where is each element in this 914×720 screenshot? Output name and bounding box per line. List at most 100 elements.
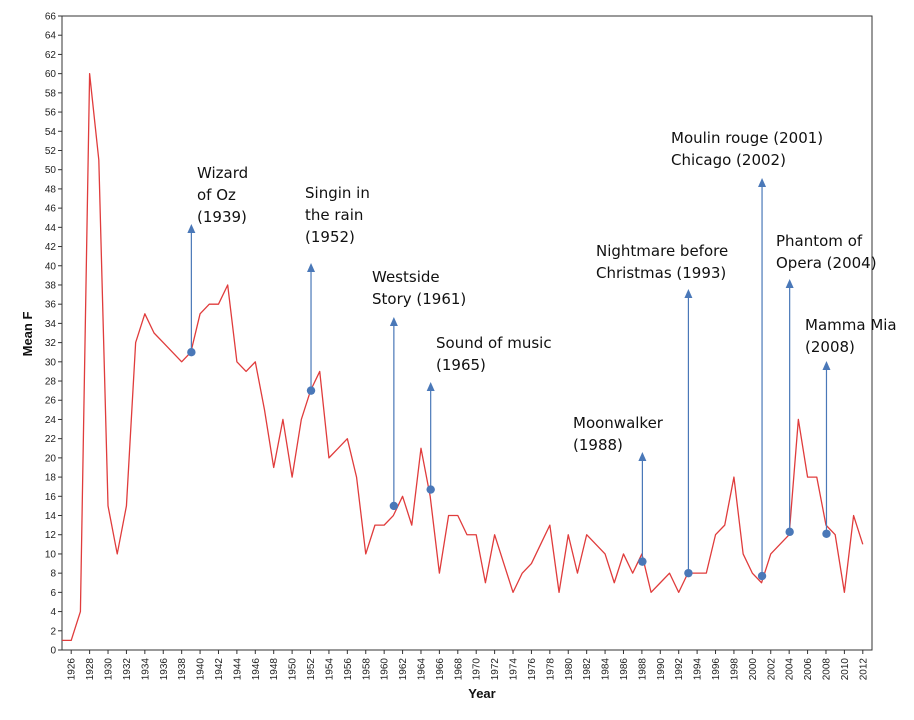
data-point — [142, 311, 148, 317]
data-point — [841, 589, 847, 595]
arrowhead-icon — [785, 279, 794, 288]
y-tick-label: 4 — [50, 607, 56, 618]
data-point — [77, 609, 83, 615]
data-point — [114, 551, 120, 557]
x-tick-label: 1956 — [343, 658, 354, 681]
data-point — [179, 359, 185, 365]
annotation-label: Opera (2004) — [776, 254, 877, 272]
y-tick-label: 36 — [45, 300, 57, 311]
data-point — [851, 513, 857, 519]
data-point — [446, 513, 452, 519]
x-tick-label: 1932 — [122, 658, 133, 681]
data-point — [418, 445, 424, 451]
data-point — [713, 532, 719, 538]
annotation: Sound of music (1965) — [426, 334, 552, 494]
y-tick-label: 10 — [45, 549, 57, 560]
x-tick-label: 2008 — [821, 658, 832, 681]
y-tick-label: 14 — [45, 511, 57, 522]
y-tick-label: 56 — [45, 108, 57, 119]
arrowhead-icon — [822, 361, 831, 370]
data-point — [160, 340, 166, 346]
x-tick-label: 1926 — [67, 658, 78, 681]
data-point — [280, 416, 286, 422]
annotation: Westside Story (1961) — [372, 268, 466, 511]
data-point — [234, 359, 240, 365]
data-point — [657, 580, 663, 586]
data-point — [381, 522, 387, 528]
annotation: Phantom of Opera (2004) — [776, 232, 877, 537]
y-tick-label: 64 — [45, 31, 57, 42]
y-axis-ticks: 0246810121416182022242628303234363840424… — [45, 12, 62, 657]
data-point — [630, 570, 636, 576]
x-tick-label: 2002 — [766, 658, 777, 681]
y-axis-title: Mean F — [20, 312, 35, 357]
annotation: Nightmare before Christmas (1993) — [596, 242, 728, 578]
data-point — [519, 570, 525, 576]
data-point — [795, 416, 801, 422]
y-tick-label: 32 — [45, 338, 57, 349]
x-tick-label: 1988 — [637, 658, 648, 681]
y-tick-label: 0 — [50, 646, 56, 657]
data-point — [326, 455, 332, 461]
data-point — [703, 570, 709, 576]
x-tick-label: 1928 — [85, 658, 96, 681]
data-point — [436, 570, 442, 576]
data-point — [473, 532, 479, 538]
data-point — [87, 71, 93, 77]
annotation: Mamma Mia (2008) — [805, 316, 897, 538]
y-tick-label: 40 — [45, 261, 57, 272]
annotation: Singin in the rain (1952) — [305, 184, 370, 395]
data-point — [133, 340, 139, 346]
annotation-label: Westside — [372, 268, 440, 286]
annotation: Moonwalker (1988) — [573, 414, 664, 566]
arrowhead-icon — [758, 178, 767, 187]
series-line-layer — [62, 71, 864, 642]
annotation-label: (1988) — [573, 436, 623, 454]
arrowhead-icon — [638, 452, 647, 461]
x-tick-label: 1958 — [361, 658, 372, 681]
x-tick-label: 1934 — [140, 658, 151, 681]
arrowhead-icon — [187, 224, 196, 233]
annotation-label: of Oz — [197, 186, 236, 204]
y-tick-label: 66 — [45, 12, 57, 23]
plot-frame — [61, 15, 873, 651]
data-point — [574, 570, 580, 576]
data-point — [455, 513, 461, 519]
x-tick-label: 1962 — [398, 658, 409, 681]
y-tick-label: 18 — [45, 473, 57, 484]
highlight-marker — [638, 557, 647, 566]
x-axis-title: Year — [468, 686, 495, 701]
data-point — [694, 570, 700, 576]
annotation-label: Sound of music — [436, 334, 552, 352]
data-point — [722, 522, 728, 528]
data-point — [510, 589, 516, 595]
data-point — [252, 359, 258, 365]
annotation: Wizard of Oz (1939) — [187, 164, 248, 357]
data-point — [482, 580, 488, 586]
x-tick-label: 1948 — [269, 658, 280, 681]
data-point — [556, 589, 562, 595]
data-point — [528, 561, 534, 567]
data-point — [547, 522, 553, 528]
x-tick-label: 1978 — [545, 658, 556, 681]
annotation-label: Mamma Mia — [805, 316, 897, 334]
data-point — [584, 532, 590, 538]
x-tick-label: 1960 — [380, 658, 391, 681]
x-tick-label: 1940 — [196, 658, 207, 681]
data-point — [197, 311, 203, 317]
data-point — [501, 561, 507, 567]
data-point — [317, 368, 323, 374]
data-point — [271, 464, 277, 470]
x-tick-label: 1994 — [693, 658, 704, 681]
annotation: Moulin rouge (2001) Chicago (2002) — [671, 129, 823, 581]
x-tick-label: 1938 — [177, 658, 188, 681]
axes — [61, 15, 873, 651]
x-tick-label: 2000 — [748, 658, 759, 681]
arrowhead-icon — [307, 263, 316, 272]
data-point — [243, 368, 249, 374]
annotation-label: (2008) — [805, 338, 855, 356]
arrowhead-icon — [426, 382, 435, 391]
data-point — [289, 474, 295, 480]
annotation-label: the rain — [305, 206, 363, 224]
data-point — [151, 330, 157, 336]
